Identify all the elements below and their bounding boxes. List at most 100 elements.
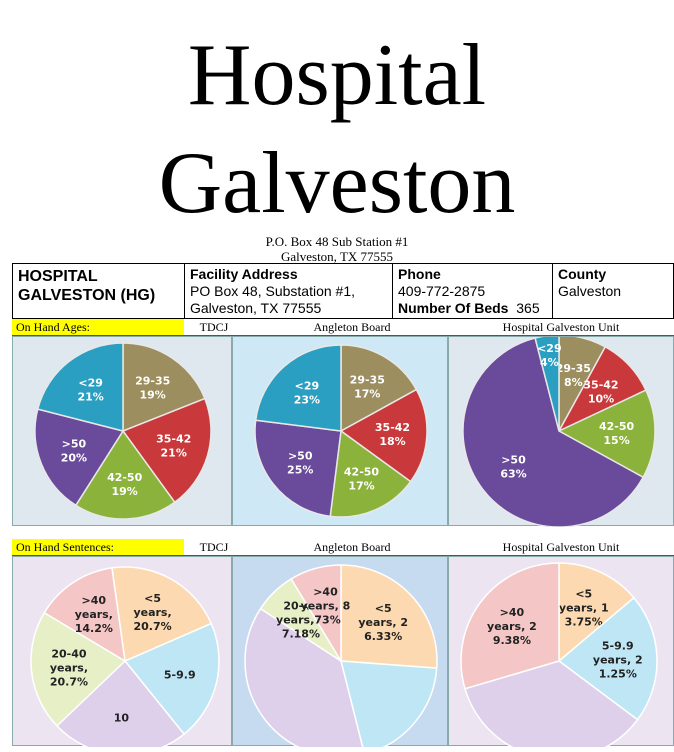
pie-data-label: 9.38% (493, 634, 531, 647)
pie-data-label: 18% (379, 435, 405, 448)
pie-data-label: 20% (61, 451, 87, 464)
pie-data-label: 20-40 (51, 647, 87, 660)
ages-header: On Hand Ages: TDCJ Angleton Board Hospit… (12, 319, 674, 336)
pie-data-label: 5-9.9 (602, 639, 634, 652)
pie-data-label: years, (75, 608, 113, 621)
facility-name-line2: GALVESTON (HG) (18, 287, 156, 304)
sentences-hg-unit-panel: <5 years, 1 3.75% 5-9.9 years, 2 1.25% >40 year… (448, 556, 674, 752)
pie-data-label: <5 (375, 602, 392, 615)
facility-info-table: HOSPITAL GALVESTON (HG) Facility Address… (12, 263, 674, 319)
facility-address-cell: Facility Address PO Box 48, Substation #… (185, 264, 393, 318)
pie-data-label: <29 (78, 376, 103, 389)
pie-slice--5-years (558, 562, 635, 663)
sentences-tdcj-panel: <5 years, 20.7% 5-9.9 10 20-40 years, 20.7% >40 y… (12, 556, 232, 752)
pie-data-label: years, 8 (301, 600, 351, 613)
pie-data-label: <29 (537, 342, 562, 355)
sentences-tdcj-pie: <5years,20.7%5-9.91020-40years,20.7%>40y… (30, 566, 220, 752)
phone-label: Phone (398, 266, 441, 282)
address-line2: Galveston, TX 77555 (280, 249, 394, 264)
pie-slice--29 (36, 342, 124, 432)
pie-data-label: 19% (140, 388, 166, 401)
pie-data-label: >50 (62, 437, 87, 450)
sentences-header-tdcj: TDCJ (199, 540, 229, 554)
pie-data-label: 17% (354, 388, 380, 401)
pie-slice--50 (462, 337, 645, 528)
pie-data-label: 17% (348, 479, 374, 492)
pie-slice--40-years (43, 567, 126, 663)
pie-slice--40-years (460, 562, 560, 690)
pie-data-label: <5 (144, 592, 161, 605)
pie-data-label: .73% (310, 614, 341, 627)
sentences-label: On Hand Sentences: (12, 539, 184, 555)
county-value: Galveston (558, 283, 622, 299)
phone-cell: Phone 409-772-2875 Number Of Beds 365 (393, 264, 553, 318)
pie-data-label: years, (133, 606, 171, 619)
pie-data-label: 7.18% (282, 628, 320, 641)
pie-slice--5-years (340, 564, 438, 669)
beds-label: Number Of Beds (398, 300, 509, 316)
pie-data-label: 14.2% (75, 622, 113, 635)
pie-data-label: 3.75% (565, 616, 603, 629)
pie-slice-29-35 (122, 342, 206, 433)
pie-slice--5-years (111, 566, 213, 663)
ages-header-angleton: Angleton Board (313, 320, 391, 334)
pie-slice--29 (254, 344, 342, 432)
pie-data-label: >50 (288, 450, 313, 463)
pie-data-label: 23% (294, 393, 320, 406)
facility-address-label: Facility Address (190, 266, 298, 282)
pie-data-label: 20.7% (133, 620, 171, 633)
pie-data-label: 19% (111, 485, 137, 498)
facility-address-line1: PO Box 48, Substation #1, (190, 283, 355, 299)
pie-data-label: <5 (575, 588, 592, 601)
pie-data-label: years, 1 (276, 614, 326, 627)
pie-slice--50 (254, 419, 342, 518)
pie-data-label: >50 (501, 453, 526, 466)
pie-data-label: 63% (500, 467, 526, 480)
pie-data-label: 29-35 (556, 362, 591, 375)
pie-data-label: years, 1 (559, 602, 609, 615)
sentences-angleton-panel: <5 years, 2 6.33% 20-40 years, 1 7.18% >40 year… (232, 556, 448, 752)
pie-data-label: 5-9.9 (164, 668, 196, 681)
pie-slice--50 (34, 408, 125, 507)
sentences-header: On Hand Sentences: TDCJ Angleton Board H… (12, 539, 674, 556)
pie-data-label: years, 2 (358, 616, 408, 629)
ages-hg-unit-panel: 29-35 8% 35-42 10% 42-50 15% >50 63% <29 4% (448, 334, 674, 528)
pie-data-label: <29 (295, 379, 320, 392)
pie-slice-42-50 (557, 389, 656, 479)
phone-value: 409-772-2875 (398, 283, 486, 299)
pie-data-label: years, 2 (593, 653, 643, 666)
pie-data-label: 25% (287, 464, 313, 477)
ages-tdcj-panel: 29-35 19% 35-42 21% 42-50 19% >50 20% <29 21% (12, 336, 232, 526)
pie-data-label: 6.33% (364, 630, 402, 643)
ages-label: On Hand Ages: (12, 319, 184, 335)
pie-data-label: >40 (313, 586, 338, 599)
page-title-line2: Galveston (158, 135, 516, 232)
pie-data-label: 42-50 (344, 465, 380, 478)
pie-data-label: 42-50 (599, 420, 635, 433)
pie-slice-42-50 (329, 429, 412, 518)
pie-data-label: >40 (82, 594, 107, 607)
pie-data-label: 21% (77, 390, 103, 403)
facility-address-line2: Galveston, TX 77555 (190, 300, 322, 316)
pie-slice-35-42 (339, 388, 428, 483)
pie-slice-42-50 (74, 429, 176, 520)
pie-slice-35-42 (121, 397, 212, 504)
ages-header-hg-unit: Hospital Galveston Unit (502, 320, 620, 334)
sentences-header-hg-unit: Hospital Galveston Unit (502, 540, 620, 554)
pie-data-label: 29-35 (350, 374, 385, 387)
pie-data-label: years, 2 (487, 620, 537, 633)
pie-data-label: >40 (500, 606, 525, 619)
pie-data-label: 10 (114, 711, 130, 724)
facility-name-cell: HOSPITAL GALVESTON (HG) (13, 264, 185, 318)
pie-data-label: 4% (540, 356, 559, 369)
address-line1: P.O. Box 48 Sub Station #1 (265, 234, 409, 249)
pie-data-label: 20.7% (50, 675, 88, 688)
pie-slice-29-35 (340, 344, 418, 433)
sentences-section: On Hand Sentences: TDCJ Angleton Board H… (12, 539, 674, 752)
sentences-header-angleton: Angleton Board (313, 540, 391, 554)
pie-data-label: 42-50 (107, 471, 143, 484)
